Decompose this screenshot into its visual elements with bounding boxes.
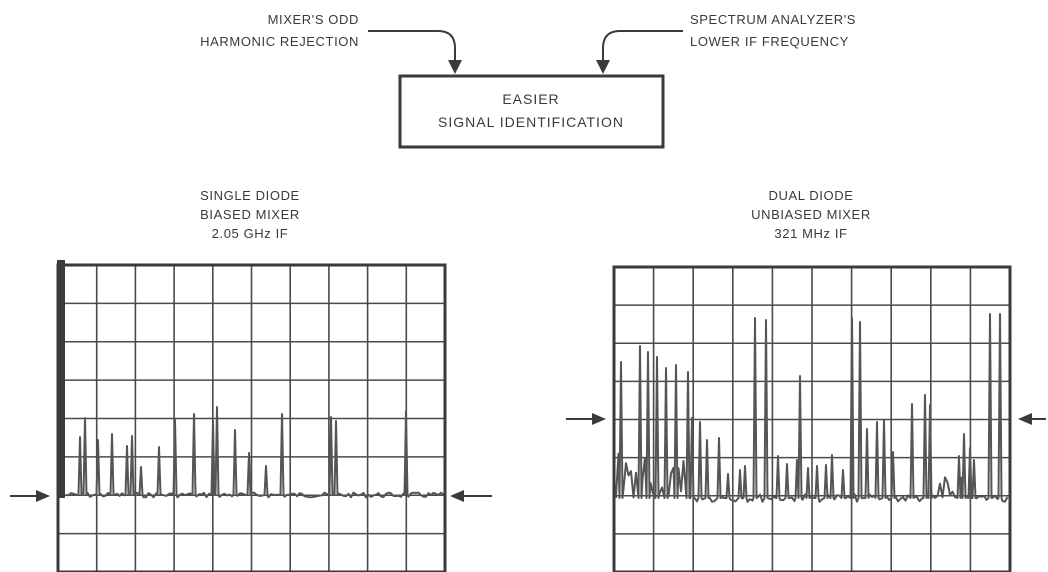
analyzer-if-label-line2: LOWER IF FREQUENCY — [690, 34, 849, 49]
right-spectrum-trace — [615, 313, 1009, 503]
right-display-left-ref-arrowhead — [592, 413, 606, 425]
left-display-lo-feedthrough — [57, 260, 65, 498]
left-connector-arrowhead — [448, 60, 462, 74]
left-connector-arrow — [368, 30, 456, 64]
left-panel-title-line3: 2.05 GHz IF — [212, 226, 289, 241]
right-display-right-ref-arrowhead — [1018, 413, 1032, 425]
left-spectrum-trace — [65, 406, 445, 499]
right-panel-title-line3: 321 MHz IF — [774, 226, 847, 241]
left-panel-title-line1: SINGLE DIODE — [200, 188, 300, 203]
right-spectrum-display — [612, 265, 1012, 572]
right-display-frame — [612, 265, 1012, 572]
right-connector-arrowhead — [596, 60, 610, 74]
right-display-graticule — [614, 267, 1010, 572]
left-display-left-ref-arrowhead — [36, 490, 50, 502]
analyzer-if-label-line1: SPECTRUM ANALYZER'S — [690, 12, 856, 27]
left-spectrum-display — [56, 260, 447, 572]
right-connector-arrow — [602, 30, 683, 64]
right-panel-title-line2: UNBIASED MIXER — [751, 207, 871, 222]
mixer-rejection-label-line1: MIXER'S ODD — [268, 12, 359, 27]
left-display-graticule — [58, 265, 445, 572]
mixer-rejection-label-line2: HARMONIC REJECTION — [200, 34, 359, 49]
left-display-right-ref-arrowhead — [450, 490, 464, 502]
result-box-line2: SIGNAL IDENTIFICATION — [438, 114, 624, 130]
left-panel-title-line2: BIASED MIXER — [200, 207, 300, 222]
right-panel-title-line1: DUAL DIODE — [769, 188, 854, 203]
result-box — [398, 74, 665, 149]
result-box-line1: EASIER — [502, 91, 559, 107]
